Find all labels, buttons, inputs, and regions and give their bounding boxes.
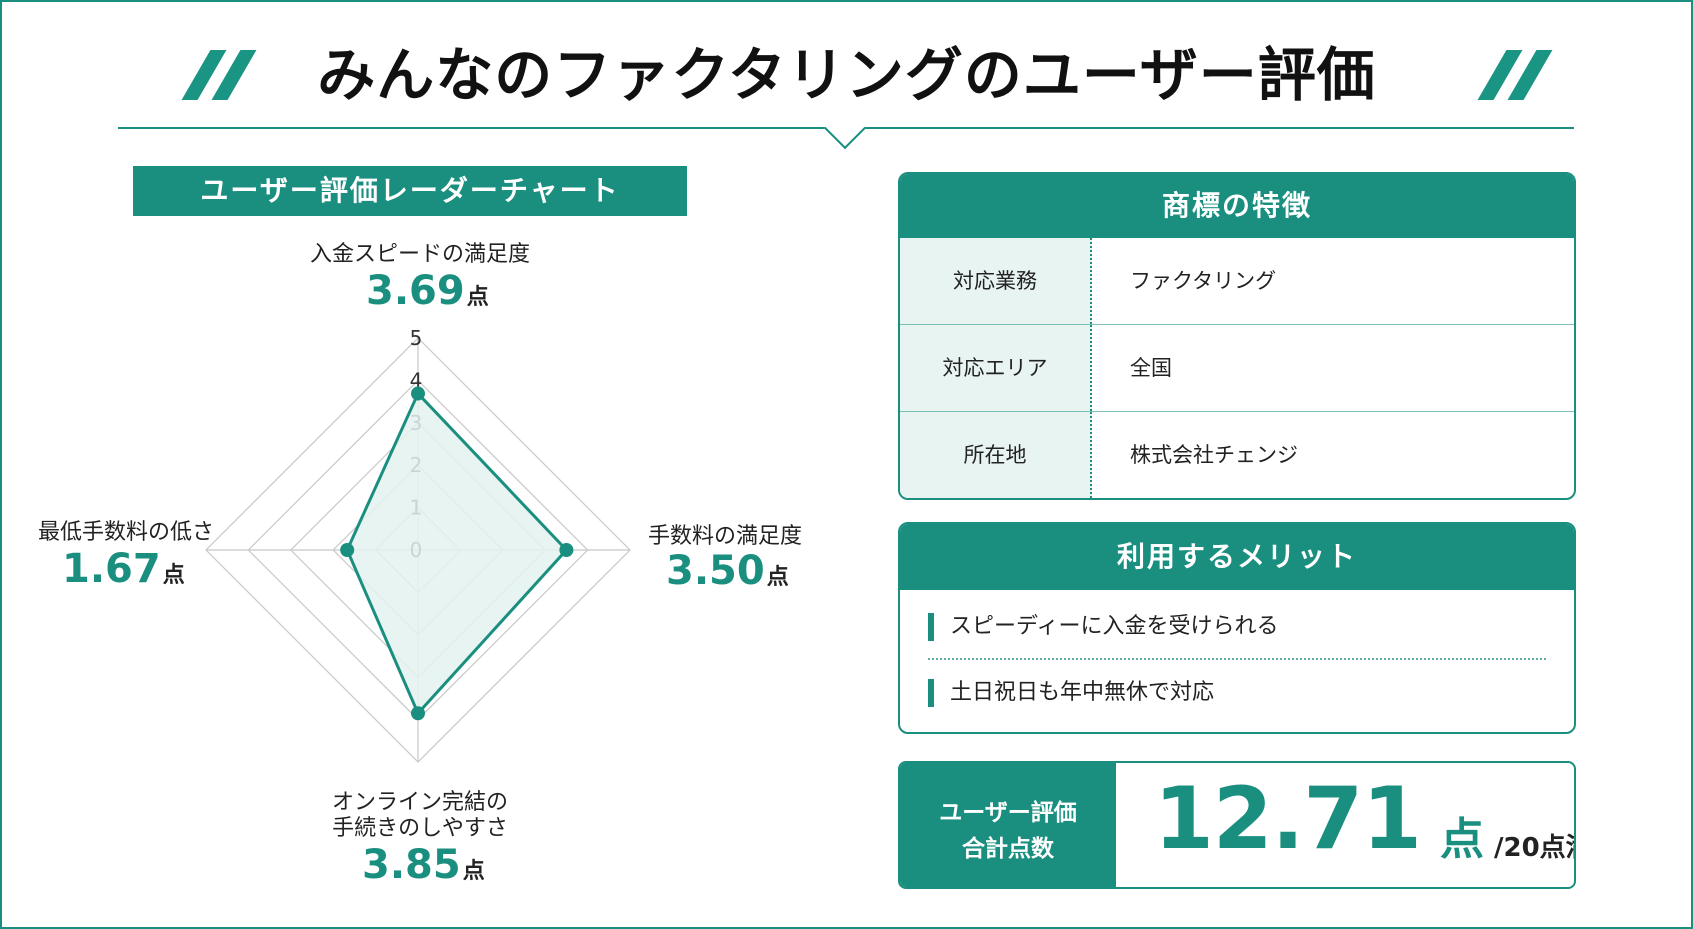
feature-divider bbox=[900, 411, 1574, 412]
score-speed: 3.69点 bbox=[366, 268, 489, 314]
merit-item: スピーディーに入金を受けられる bbox=[928, 612, 1278, 642]
page-title: みんなのファクタリングのユーザー評価 bbox=[317, 41, 1376, 109]
feature-key: 所在地 bbox=[900, 412, 1092, 498]
radar-tick-label: 5 bbox=[410, 326, 423, 350]
radar-chart: 012345 bbox=[205, 326, 631, 763]
radar-point bbox=[559, 543, 574, 557]
total-score-box: ユーザー評価 合計点数 12.71 点 /20点満点 bbox=[898, 761, 1576, 889]
score-min-fee: 1.67点 bbox=[62, 546, 185, 592]
feature-value: ファクタリング bbox=[1130, 269, 1277, 293]
merit-item: 土日祝日も年中無休で対応 bbox=[928, 678, 1214, 708]
radar-point bbox=[411, 706, 425, 721]
axis-label-online-2: 手続きのしやすさ bbox=[332, 816, 508, 841]
feature-value: 全国 bbox=[1130, 356, 1172, 380]
feature-row: 所在地 株式会社チェンジ bbox=[900, 412, 1574, 498]
header: みんなのファクタリングのユーザー評価 bbox=[0, 28, 1693, 109]
merits-heading: 利用するメリット bbox=[900, 524, 1574, 590]
feature-value: 株式会社チェンジ bbox=[1130, 443, 1298, 467]
merit-divider bbox=[928, 658, 1546, 660]
feature-divider bbox=[900, 324, 1574, 325]
chart-heading: ユーザー評価レーダーチャート bbox=[133, 166, 687, 216]
feature-row: 対応業務 ファクタリング bbox=[900, 238, 1574, 324]
slash-decoration-right bbox=[1477, 50, 1553, 100]
total-score-max: /20点満点 bbox=[1494, 833, 1574, 863]
feature-key: 対応業務 bbox=[900, 238, 1092, 324]
radar-point bbox=[340, 543, 355, 557]
score-online: 3.85点 bbox=[362, 842, 485, 888]
total-score-unit: 点 bbox=[1440, 814, 1484, 865]
axis-label-fee: 手数料の満足度 bbox=[647, 524, 802, 549]
feature-key: 対応エリア bbox=[900, 325, 1092, 411]
features-panel: 商標の特徴 対応業務 ファクタリング 対応エリア 全国 所在地 株式会社チェンジ bbox=[898, 172, 1576, 500]
merits-panel: 利用するメリット スピーディーに入金を受けられる 土日祝日も年中無休で対応 bbox=[898, 522, 1576, 734]
score-fee: 3.50点 bbox=[666, 548, 789, 594]
axis-label-online-1: オンライン完結の bbox=[331, 790, 508, 815]
radar-points bbox=[340, 386, 574, 721]
radar-series-area bbox=[345, 390, 569, 716]
radar-tick-label: 4 bbox=[410, 368, 423, 392]
total-score-value: 12.71 bbox=[1154, 769, 1422, 869]
axis-label-speed: 入金スピードの満足度 bbox=[309, 242, 530, 267]
axis-label-min-fee: 最低手数料の低さ bbox=[37, 520, 214, 545]
total-score-label: ユーザー評価 合計点数 bbox=[900, 763, 1116, 887]
radar-point bbox=[411, 386, 425, 401]
features-heading: 商標の特徴 bbox=[900, 174, 1574, 238]
feature-row: 対応エリア 全国 bbox=[900, 325, 1574, 411]
